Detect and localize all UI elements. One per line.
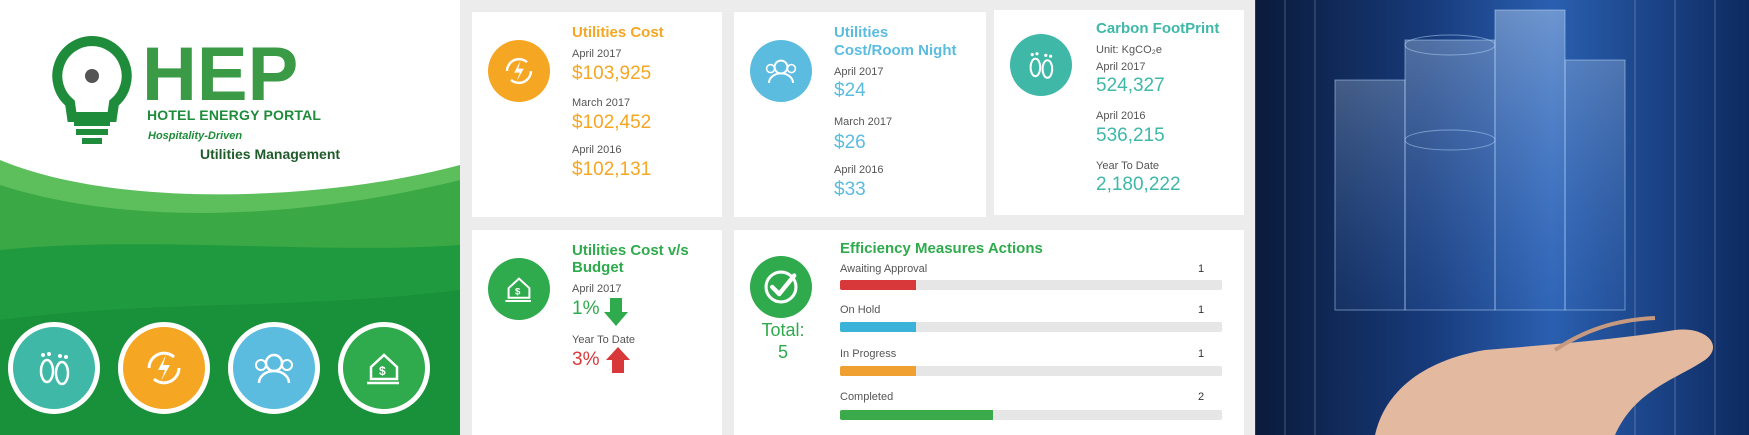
total-value: 5	[777, 342, 788, 362]
row-label: April 2017	[572, 48, 622, 60]
footprint-icon	[1010, 34, 1072, 96]
portal-name: HOTEL ENERGY PORTAL	[147, 107, 322, 123]
tagline-hospitality: Hospitality-Driven	[148, 130, 243, 142]
status-bar-fill	[840, 322, 917, 332]
status-bar	[840, 280, 1222, 290]
row-label: April 2017	[572, 283, 622, 295]
footprint-icon	[8, 322, 100, 414]
budget-house-icon: $	[488, 258, 550, 320]
card-title-line2: Cost/Room Night	[834, 42, 957, 59]
card-title-line1: Utilities Cost v/s	[572, 242, 689, 259]
status-label: Awaiting Approval	[840, 263, 928, 275]
card-title: Efficiency Measures Actions	[840, 240, 1043, 257]
logo-text: HEP	[142, 36, 298, 117]
row-value: $102,452	[572, 112, 652, 133]
row-value: 1%	[572, 298, 600, 319]
guests-icon	[750, 40, 812, 102]
checkmark-icon	[750, 256, 812, 318]
status-bar	[840, 410, 1222, 420]
brand-panel: HEP HOTEL ENERGY PORTAL Hospitality-Driv…	[0, 0, 460, 435]
arrow-up-icon	[606, 347, 630, 373]
card-title-line1: Utilities	[834, 24, 889, 41]
card-title-line2: Budget	[572, 259, 624, 276]
svg-text:$: $	[379, 364, 386, 378]
arrow-down-icon	[604, 298, 628, 326]
row-label: March 2017	[572, 97, 631, 109]
row-value: $26	[834, 132, 866, 153]
cost-vs-budget-card[interactable]: $ Utilities Cost v/s Budget April 2017 1…	[472, 230, 722, 435]
status-count: 1	[1198, 263, 1205, 275]
status-label: In Progress	[840, 348, 897, 360]
row-value: $103,925	[572, 63, 652, 84]
hep-logo: HEP	[52, 36, 298, 144]
status-label: On Hold	[840, 304, 881, 316]
status-label: Completed	[840, 391, 894, 403]
row-label: Year To Date	[572, 334, 635, 346]
row-label: April 2016	[572, 144, 622, 156]
status-bar-fill	[840, 366, 917, 376]
carbon-footprint-card[interactable]: Carbon FootPrint Unit: KgCO₂e April 2017…	[994, 10, 1244, 215]
row-value: $102,131	[572, 159, 652, 180]
row-value: 536,215	[1096, 125, 1165, 146]
row-value: 524,327	[1096, 75, 1165, 96]
row-label: April 2016	[1096, 110, 1146, 122]
row-label: March 2017	[834, 116, 893, 128]
status-bar	[840, 322, 1222, 332]
status-bar-fill	[840, 410, 993, 420]
tagline-utilities: Utilities Management	[200, 146, 341, 162]
row-label: April 2016	[834, 164, 884, 176]
status-count: 1	[1198, 348, 1205, 360]
guests-icon	[228, 322, 320, 414]
row-value: $33	[834, 179, 866, 200]
status-bar-fill	[840, 280, 917, 290]
row-label: Year To Date	[1096, 160, 1159, 172]
budget-house-icon: $	[338, 322, 430, 414]
status-bar	[840, 366, 1222, 376]
svg-text:$: $	[515, 287, 521, 298]
utilities-cost-card[interactable]: Utilities Cost April 2017 $103,925 March…	[472, 12, 722, 217]
card-title: Carbon FootPrint	[1096, 20, 1220, 37]
smart-city-hand-image	[1255, 0, 1749, 435]
row-label: April 2017	[1096, 61, 1146, 73]
row-label: April 2017	[834, 66, 884, 78]
status-count: 1	[1198, 304, 1205, 316]
row-value: 2,180,222	[1096, 174, 1181, 195]
row-value: 3%	[572, 349, 600, 370]
unit-label: Unit: KgCO₂e	[1096, 44, 1163, 56]
cost-room-night-card[interactable]: Utilities Cost/Room Night April 2017 $24…	[734, 12, 986, 217]
energy-icon	[488, 40, 550, 102]
total-label: Total:	[761, 320, 805, 340]
energy-icon	[118, 322, 210, 414]
row-value: $24	[834, 80, 866, 101]
efficiency-measures-card[interactable]: Total: 5 Efficiency Measures Actions Awa…	[734, 230, 1244, 435]
card-title: Utilities Cost	[572, 24, 664, 41]
status-count: 2	[1198, 391, 1205, 403]
